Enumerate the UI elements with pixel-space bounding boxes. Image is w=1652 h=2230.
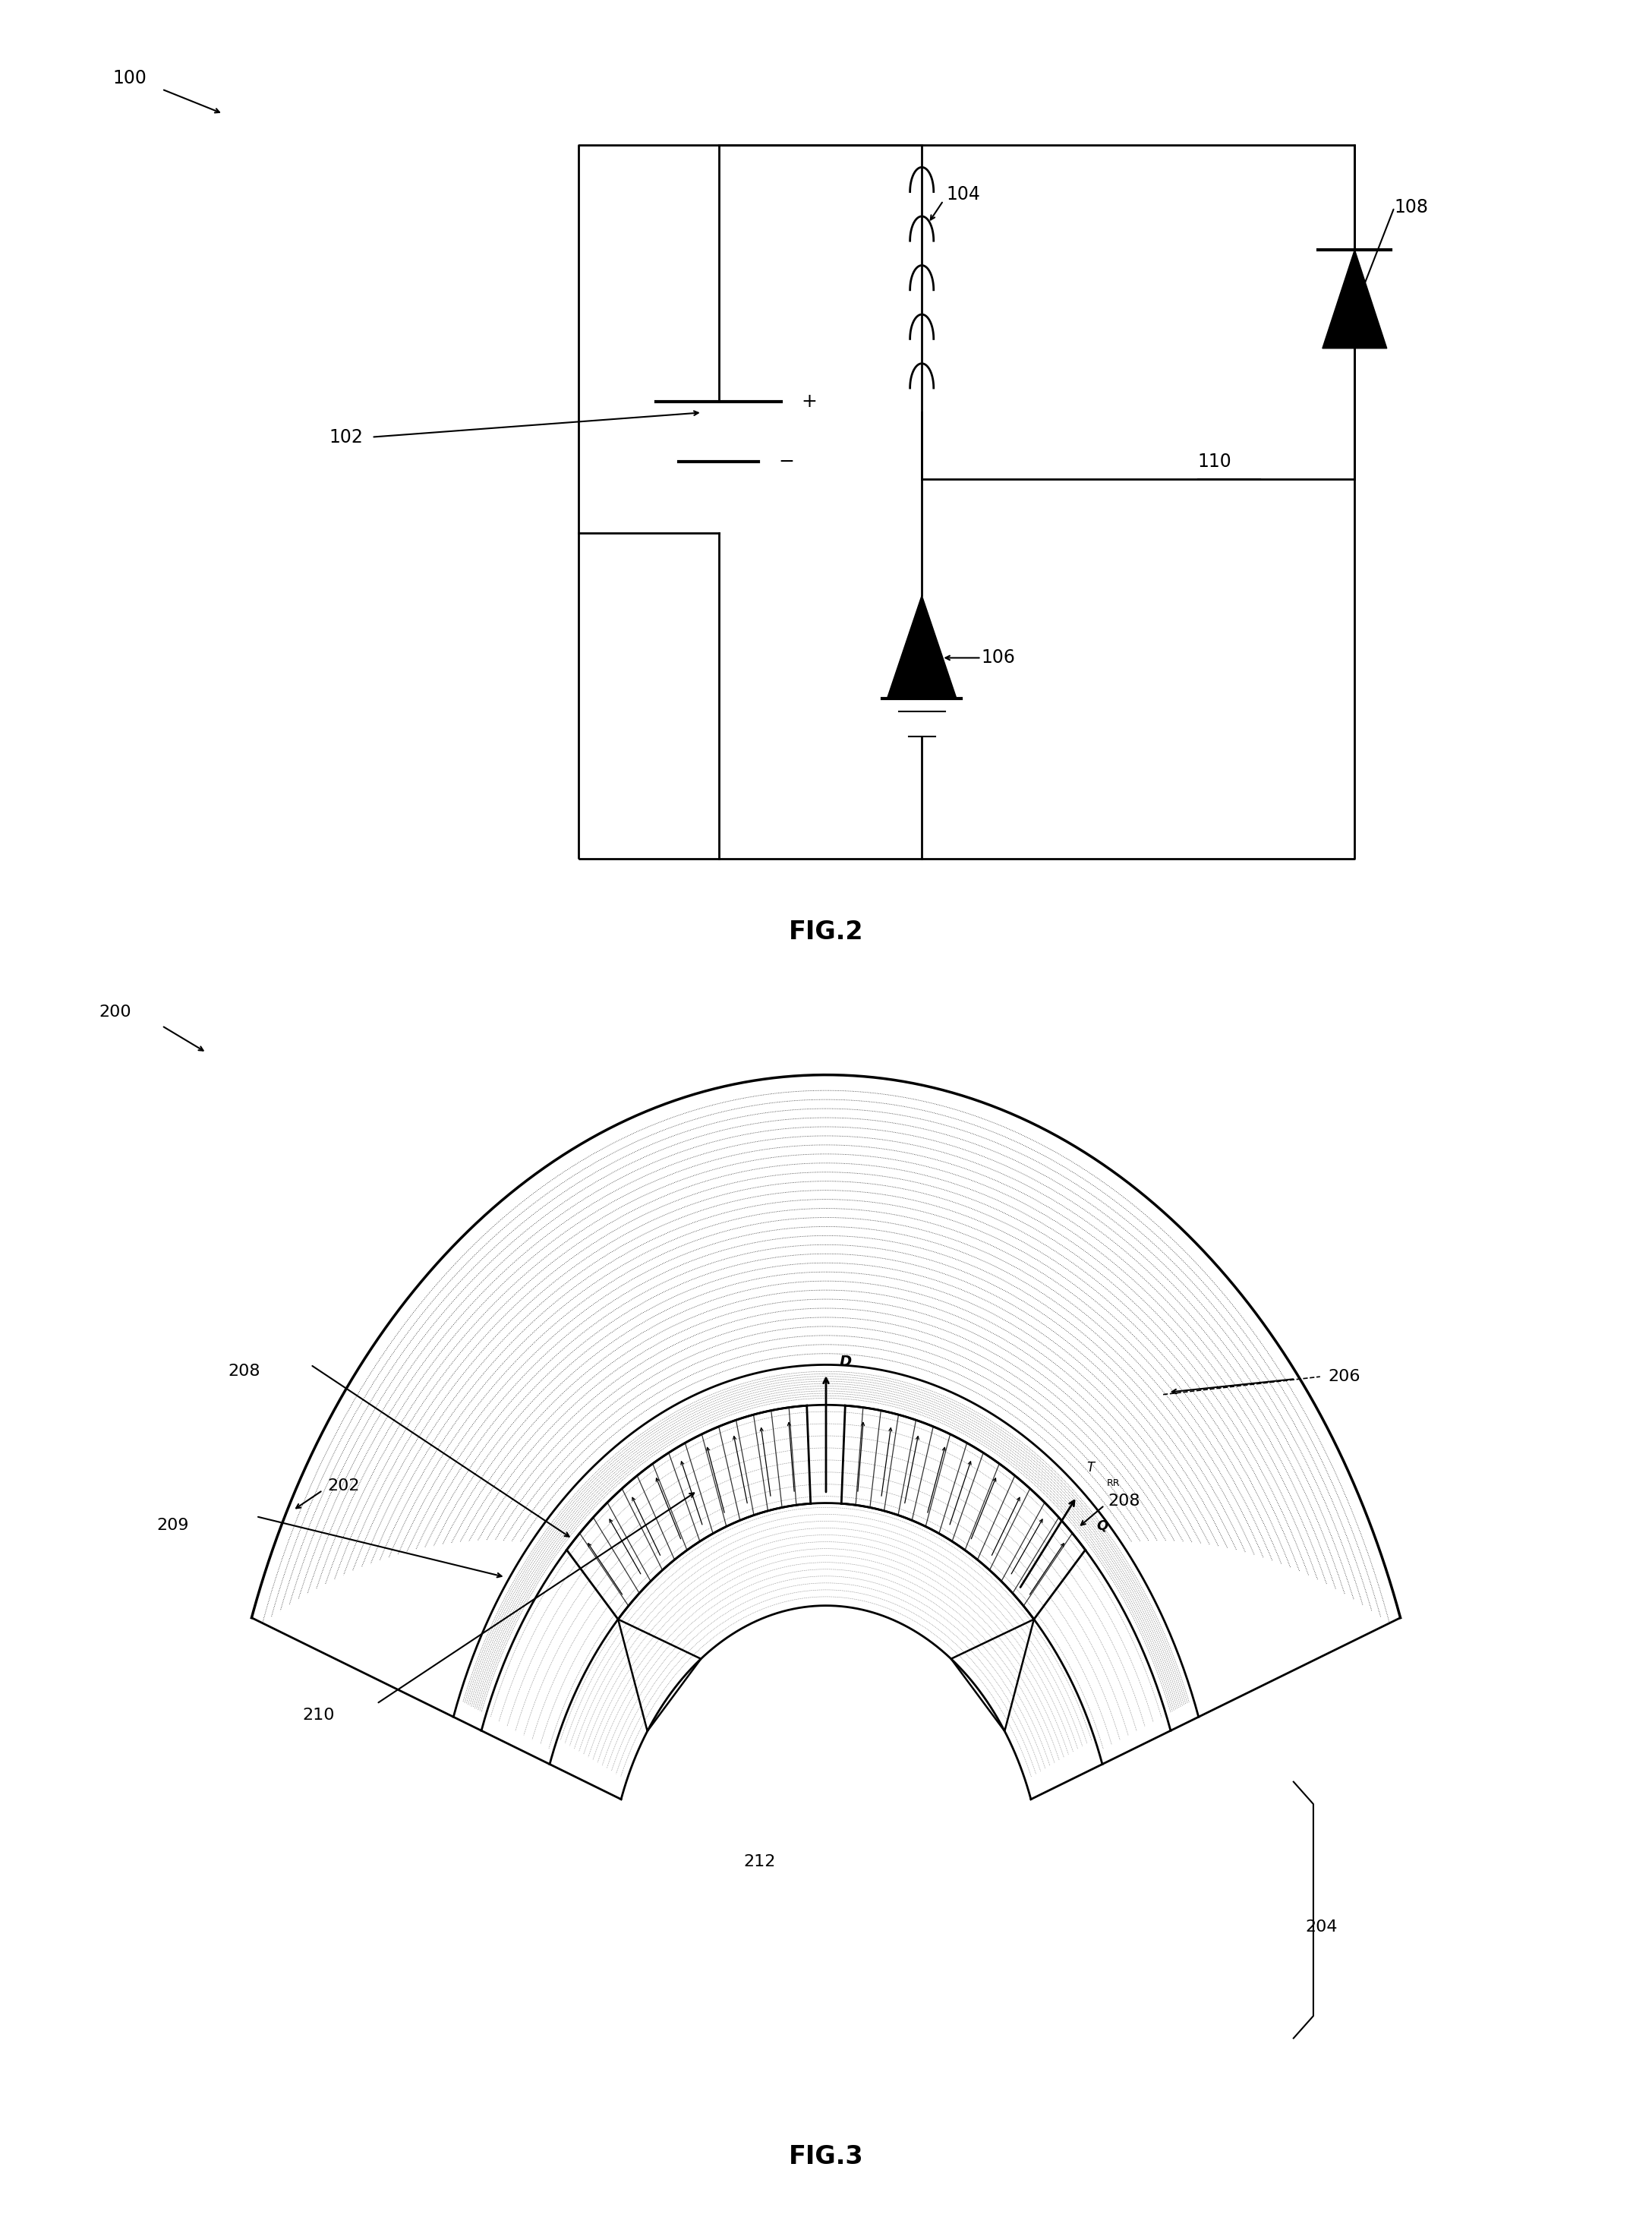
Text: 108: 108 [1394, 198, 1429, 216]
Text: 202: 202 [327, 1478, 360, 1494]
Text: FIG.3: FIG.3 [788, 2143, 864, 2170]
Text: 102: 102 [329, 428, 363, 446]
Text: 209: 209 [157, 1519, 190, 1532]
Text: 104: 104 [947, 185, 981, 203]
Text: −: − [778, 453, 795, 471]
Text: 106: 106 [981, 649, 1016, 667]
Text: 204: 204 [1305, 1920, 1338, 1933]
Text: 212: 212 [743, 1855, 776, 1869]
Polygon shape [1322, 250, 1386, 348]
Text: 206: 206 [1328, 1369, 1361, 1385]
Text: 208: 208 [228, 1365, 261, 1378]
Text: RR: RR [1107, 1478, 1120, 1487]
Text: 100: 100 [112, 69, 147, 87]
Text: T: T [1087, 1461, 1094, 1474]
Text: FIG.2: FIG.2 [788, 919, 864, 946]
Polygon shape [887, 595, 957, 698]
Text: D: D [839, 1356, 851, 1369]
Text: 110: 110 [1198, 453, 1232, 471]
Text: 208: 208 [1108, 1494, 1140, 1507]
Text: Q: Q [1097, 1519, 1108, 1532]
Text: 210: 210 [302, 1708, 335, 1722]
Text: 200: 200 [99, 1006, 132, 1019]
Text: +: + [801, 392, 818, 410]
